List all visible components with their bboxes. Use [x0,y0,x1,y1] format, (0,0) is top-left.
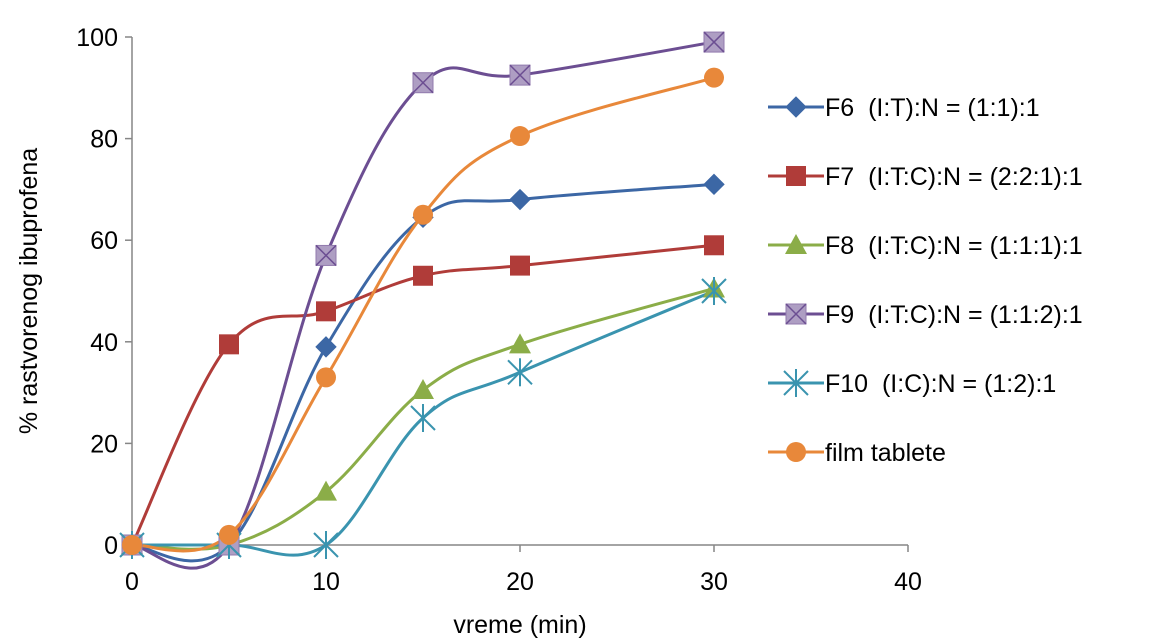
series-line-6 [131,76,715,553]
data-point-marker [219,334,239,355]
data-point-marker [510,255,530,276]
data-point-marker [315,244,337,266]
data-point-marker [509,64,531,86]
legend-marker [786,442,806,462]
series-line-2 [130,243,715,546]
legend-label: F7 (I:T:C):N = (2:2:1):1 [825,163,1083,191]
data-point-marker [412,379,434,400]
series-markers [119,31,727,559]
data-point-marker [122,535,142,555]
legend-item: F8 (I:T:C):N = (1:1:1):1 [768,232,1083,260]
y-tick-label: 100 [76,24,118,52]
data-point-marker [510,126,530,147]
x-tick-label: 40 [894,568,922,596]
legend-item: F9 (I:T:C):N = (1:1:2):1 [768,301,1083,329]
legend-label: F10 (I:C):N = (1:2):1 [825,370,1056,398]
y-tick-label: 20 [90,430,118,458]
data-point-marker [701,277,727,305]
legend-label: film tablete [825,439,946,467]
data-point-marker [316,301,336,322]
data-point-marker [509,188,531,211]
y-tick-label: 0 [104,532,118,560]
y-tick-label: 40 [90,329,118,357]
data-point-marker [507,358,533,387]
legend-item: F10 (I:C):N = (1:2):1 [768,369,1056,398]
legend-item: F6 (I:T):N = (1:1):1 [768,94,1040,122]
x-tick-label: 20 [506,568,534,596]
data-point-marker [316,367,336,388]
legend-marker [783,369,809,397]
legend-label: F6 (I:T):N = (1:1):1 [825,94,1040,122]
legend-marker [785,96,807,118]
data-point-marker [413,204,433,225]
data-point-marker [219,524,239,545]
series-lines [130,40,715,570]
legend-item: film tablete [768,439,946,467]
legend-marker [785,234,807,254]
legend-item: F7 (I:T:C):N = (2:2:1):1 [768,163,1083,191]
legend-marker [786,166,806,186]
axes: 0 20 40 60 80 100 0 10 20 30 40 [76,24,922,596]
data-point-marker [315,480,337,501]
legend-marker [785,303,807,325]
y-axis-label: % rastvorenog ibuprofena [15,148,43,434]
x-tick-label: 30 [700,568,728,596]
data-point-marker [315,336,337,358]
legend-label: F9 (I:T:C):N = (1:1:2):1 [825,301,1083,329]
series-line-4 [131,40,715,570]
legend: F6 (I:T):N = (1:1):1 F7 (I:T:C):N = (2:2:… [768,94,1083,467]
data-point-marker [313,531,339,559]
y-tick-label: 60 [90,227,118,255]
data-point-marker [703,173,725,196]
data-point-marker [413,265,433,286]
data-point-marker [509,333,531,354]
data-point-marker [704,67,724,88]
x-axis-label: vreme (min) [453,611,586,639]
legend-label: F8 (I:T:C):N = (1:1:1):1 [825,232,1083,260]
data-point-marker [704,235,724,256]
data-point-marker [410,404,436,432]
data-point-marker [412,72,434,94]
x-tick-label: 10 [312,568,340,596]
series-line-1 [131,182,715,563]
data-point-marker [703,31,725,53]
x-tick-label: 0 [125,568,139,596]
y-tick-label: 80 [90,126,118,154]
